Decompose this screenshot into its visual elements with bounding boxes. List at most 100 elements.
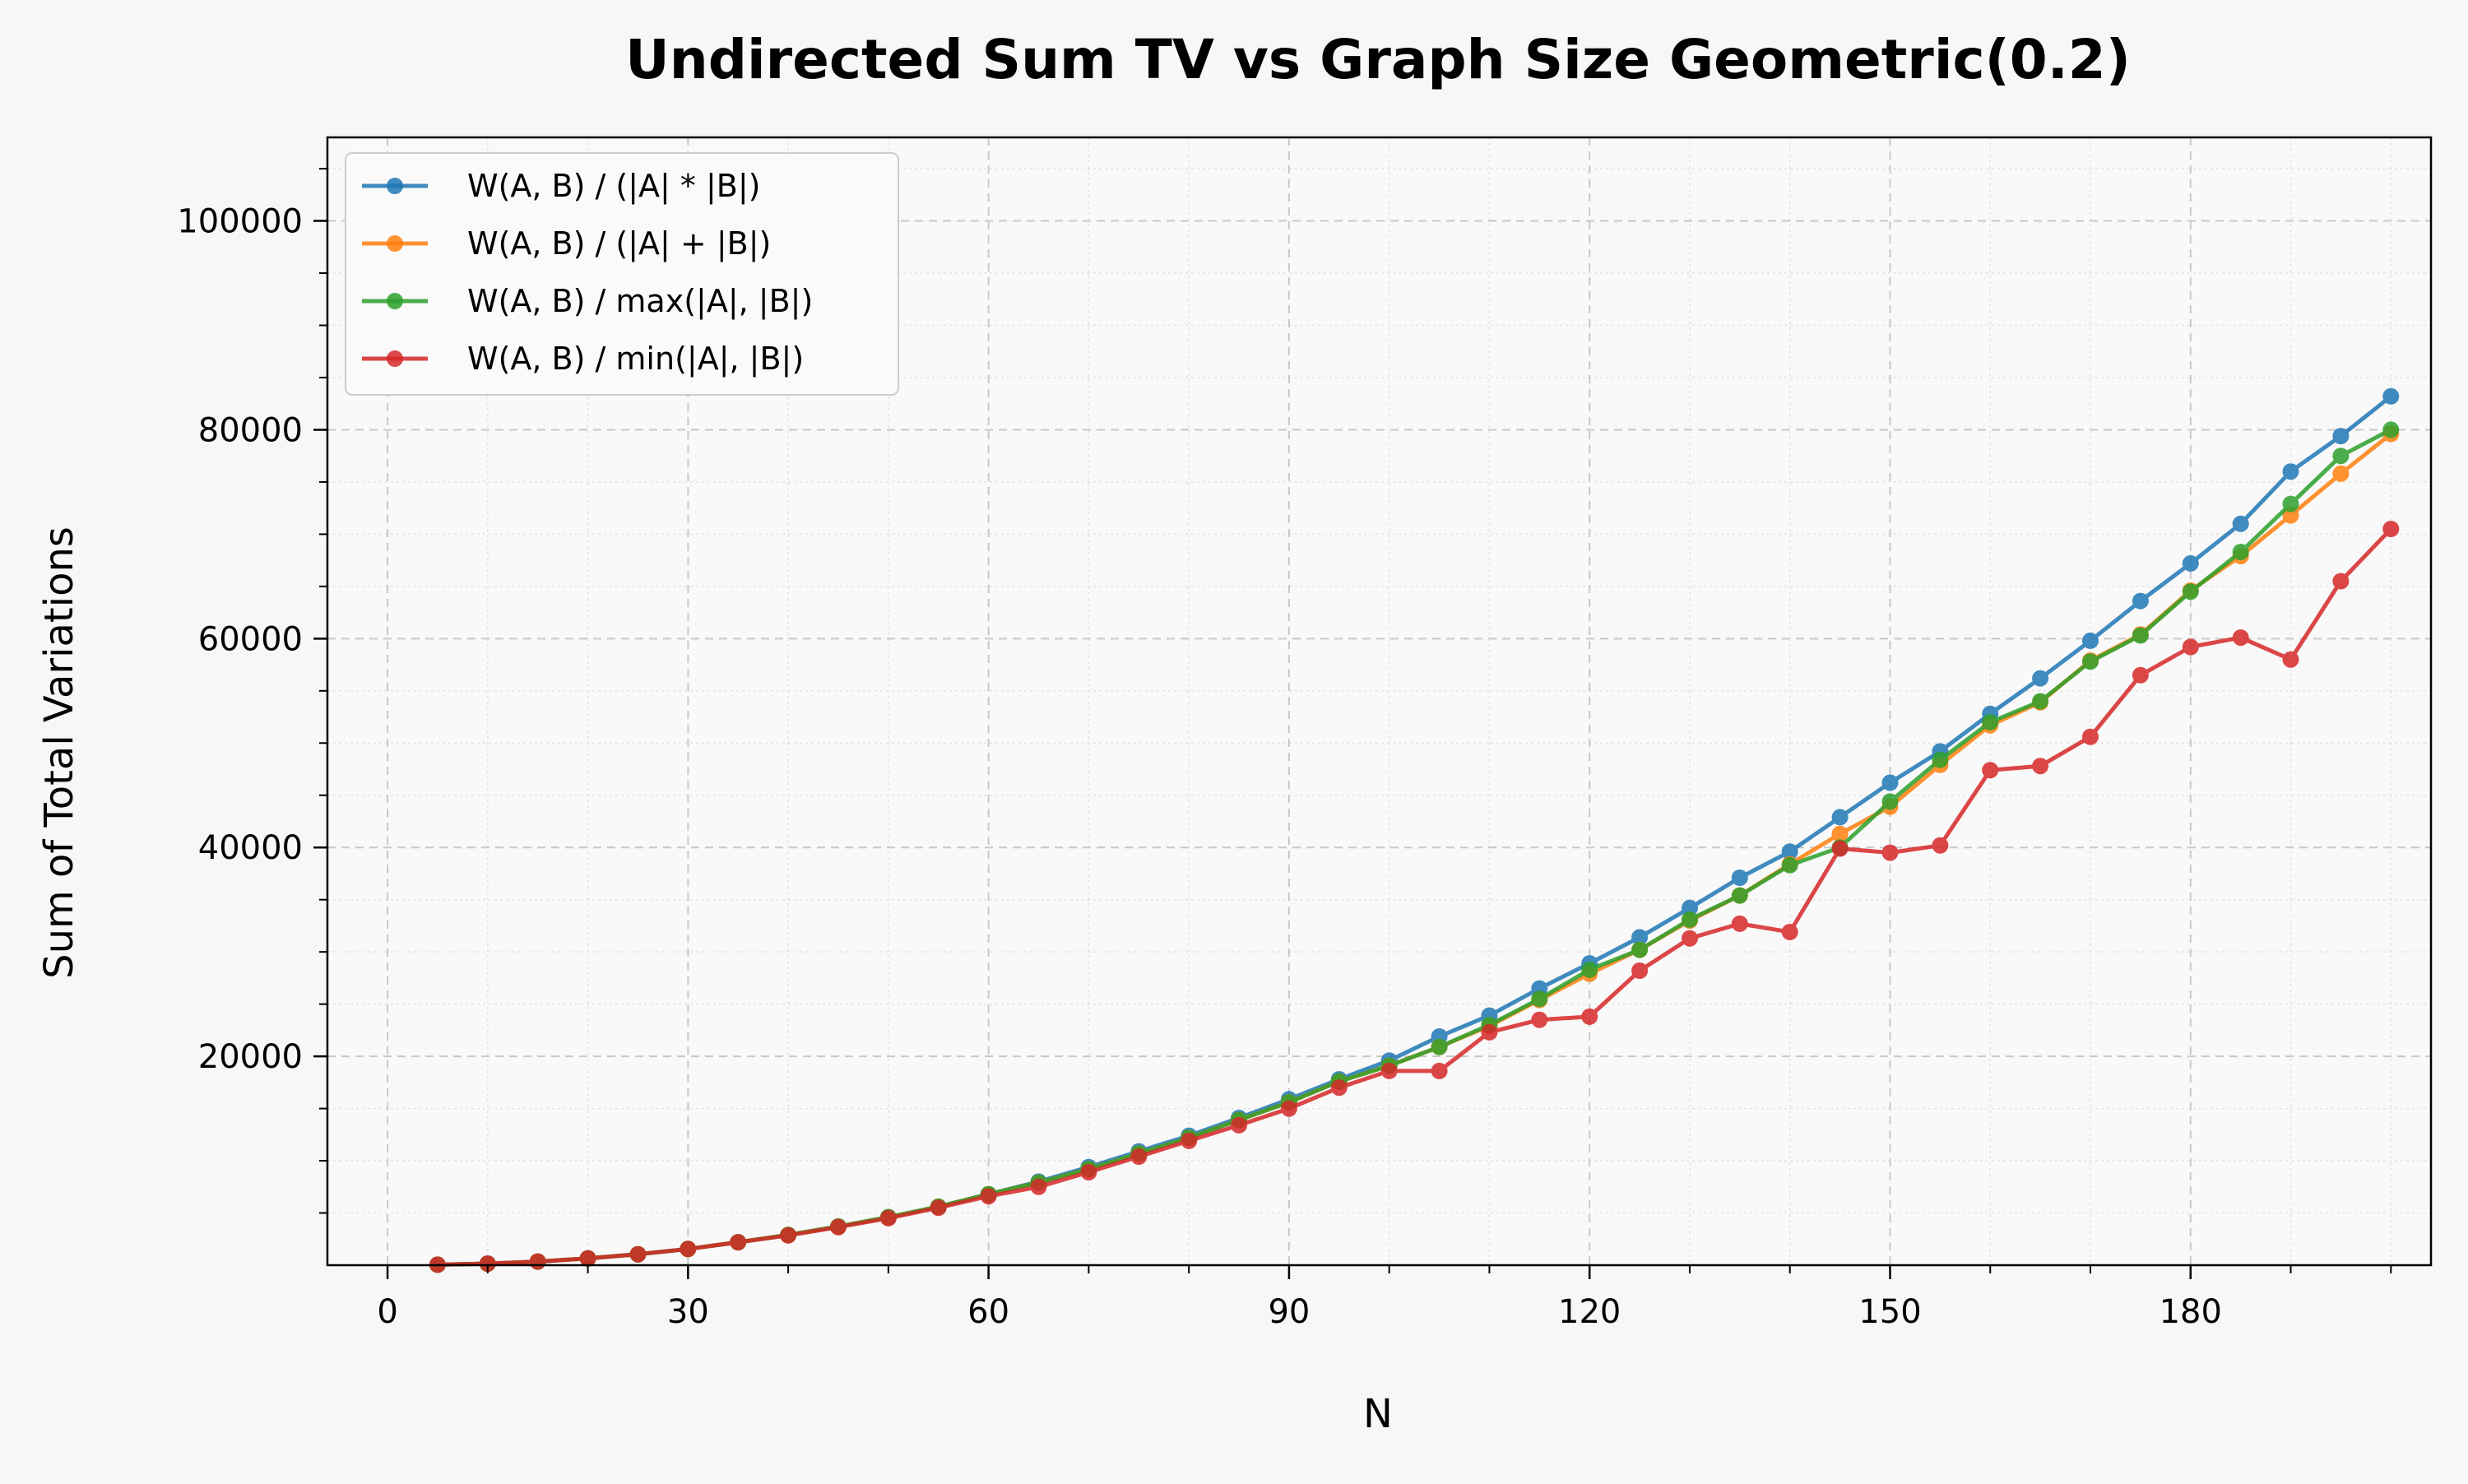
data-point <box>780 1227 797 1244</box>
x-tick-label: 60 <box>967 1293 1009 1331</box>
data-point <box>2282 651 2299 668</box>
data-point <box>2232 515 2249 532</box>
data-point <box>2132 592 2149 610</box>
data-point <box>2132 666 2149 684</box>
legend-item: W(A, B) / (|A| * |B|) <box>362 168 761 205</box>
data-point <box>1881 793 1899 810</box>
data-point <box>1881 774 1899 791</box>
data-point <box>1631 941 1649 958</box>
major-grid <box>327 137 2431 1265</box>
data-point <box>2032 693 2049 710</box>
chart-title: Undirected Sum TV vs Graph Size Geometri… <box>625 28 2131 91</box>
data-point <box>2032 758 2049 775</box>
legend-label: W(A, B) / min(|A|, |B|) <box>467 341 804 378</box>
data-point <box>1631 929 1649 946</box>
data-point <box>1481 1023 1498 1041</box>
data-point <box>1130 1148 1148 1165</box>
data-point <box>1330 1079 1348 1097</box>
data-point <box>1932 837 1949 854</box>
y-tick-label: 100000 <box>177 203 303 241</box>
data-point <box>1682 911 1698 928</box>
data-point <box>2332 465 2350 482</box>
data-point <box>1181 1132 1198 1149</box>
data-point <box>1731 887 1748 904</box>
data-point <box>1982 762 1999 779</box>
data-point <box>579 1250 596 1267</box>
data-point <box>1431 1062 1448 1079</box>
legend: W(A, B) / (|A| * |B|) W(A, B) / (|A| + |B… <box>345 152 899 396</box>
legend-swatch-marker <box>387 350 403 367</box>
data-point <box>629 1245 647 1263</box>
data-point <box>1380 1062 1398 1079</box>
data-point <box>2332 428 2350 445</box>
data-point <box>1280 1100 1297 1117</box>
series-layer <box>429 387 2400 1273</box>
data-point <box>1982 713 1999 730</box>
data-point <box>2082 728 2099 745</box>
x-tick-label: 120 <box>1558 1293 1621 1331</box>
x-tick-label: 180 <box>2160 1293 2222 1331</box>
data-point <box>1531 990 1548 1008</box>
x-tick-label: 90 <box>1268 1293 1310 1331</box>
data-point <box>1682 930 1698 947</box>
data-point <box>2282 495 2299 512</box>
y-tick-label: 20000 <box>198 1038 303 1076</box>
data-point <box>1581 961 1598 978</box>
data-point <box>2232 544 2249 560</box>
x-axis-label: N <box>1363 1391 1393 1437</box>
legend-label: W(A, B) / (|A| * |B|) <box>467 168 761 205</box>
data-point <box>529 1253 546 1270</box>
data-point <box>1682 899 1698 916</box>
data-point <box>830 1218 847 1236</box>
data-point <box>1881 844 1899 861</box>
legend-label: W(A, B) / max(|A|, |B|) <box>467 283 813 320</box>
data-point <box>2382 387 2400 405</box>
data-point <box>1731 870 1748 886</box>
data-point <box>2182 554 2199 572</box>
x-tick-label: 0 <box>377 1293 397 1331</box>
data-point <box>1731 915 1748 932</box>
legend-item: W(A, B) / max(|A|, |B|) <box>362 283 813 320</box>
data-point <box>1932 751 1949 768</box>
data-point <box>1581 1008 1598 1025</box>
data-point <box>2182 583 2199 601</box>
data-point <box>2032 670 2049 687</box>
legend-swatch-marker <box>387 235 403 252</box>
data-point <box>2282 463 2299 480</box>
data-point <box>479 1255 496 1273</box>
plot-frame <box>326 136 2433 1267</box>
data-point <box>2132 627 2149 644</box>
data-point <box>730 1234 747 1251</box>
data-point <box>2082 653 2099 670</box>
data-point <box>1781 856 1798 874</box>
data-point <box>1080 1164 1097 1180</box>
legend-item: W(A, B) / (|A| + |B|) <box>362 225 771 262</box>
data-point <box>1781 843 1798 860</box>
data-point <box>2082 632 2099 649</box>
data-point <box>2332 573 2350 590</box>
legend-box <box>345 152 899 396</box>
data-point <box>2332 448 2350 465</box>
data-point <box>1030 1178 1047 1195</box>
data-point <box>2282 507 2299 524</box>
series-4 <box>429 521 2400 1273</box>
x-tick-label: 150 <box>1858 1293 1921 1331</box>
legend-item: W(A, B) / min(|A|, |B|) <box>362 341 804 378</box>
data-point <box>680 1241 697 1258</box>
y-tick-label: 40000 <box>198 829 303 867</box>
legend-swatch-marker <box>387 293 403 309</box>
series-line <box>437 527 2393 1267</box>
x-tick-label: 30 <box>667 1293 709 1331</box>
data-point <box>2382 521 2400 537</box>
y-tick-label: 60000 <box>198 620 303 658</box>
data-point <box>1781 924 1798 940</box>
data-point <box>2382 421 2400 438</box>
data-point <box>980 1188 997 1205</box>
data-point <box>930 1199 947 1217</box>
data-point <box>1431 1038 1448 1055</box>
y-axis-label: Sum of Total Variations <box>36 526 82 979</box>
y-axis-ticks: 20000 40000 60000 80000 100000 <box>177 168 327 1214</box>
x-axis-ticks: 0 30 60 90 120 150 180 <box>377 1265 2392 1331</box>
